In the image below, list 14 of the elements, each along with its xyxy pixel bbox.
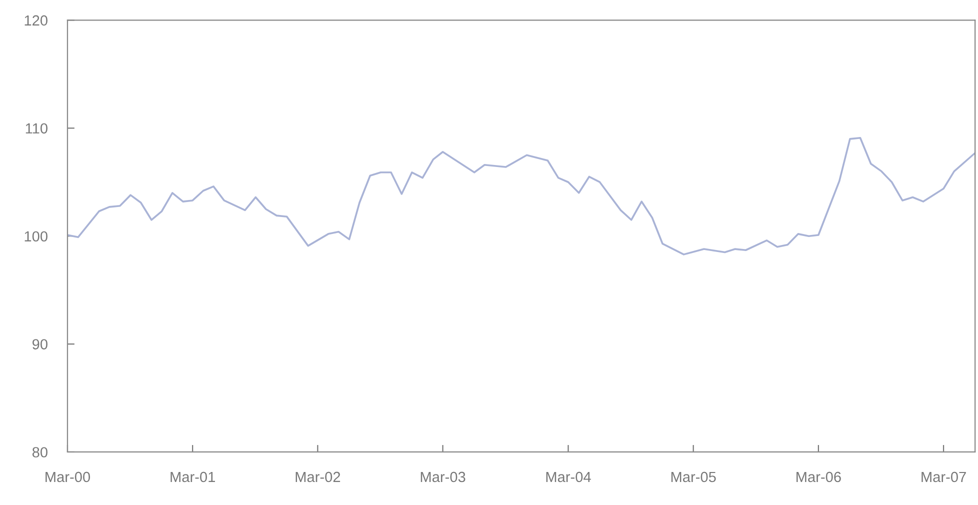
x-tick-label: Mar-02 xyxy=(296,472,340,482)
x-tick-label: Mar-03 xyxy=(420,472,466,482)
x-tick-label: Mar-04 xyxy=(546,472,591,482)
y-tick-label: 110 xyxy=(26,123,48,134)
line-series xyxy=(67,136,976,256)
x-tick-label: Mar-01 xyxy=(170,472,215,482)
x-tick-label: Mar-06 xyxy=(796,472,841,482)
x-tick-label: Mar-00 xyxy=(46,472,90,482)
y-tick-label: 120 xyxy=(24,15,48,26)
x-tick-label: Mar-05 xyxy=(671,472,716,482)
y-tick-label: 100 xyxy=(24,231,48,242)
y-tick-label: 80 xyxy=(32,447,48,458)
x-tick-label: Mar-07 xyxy=(922,472,966,482)
y-tick-label: 90 xyxy=(32,339,48,350)
